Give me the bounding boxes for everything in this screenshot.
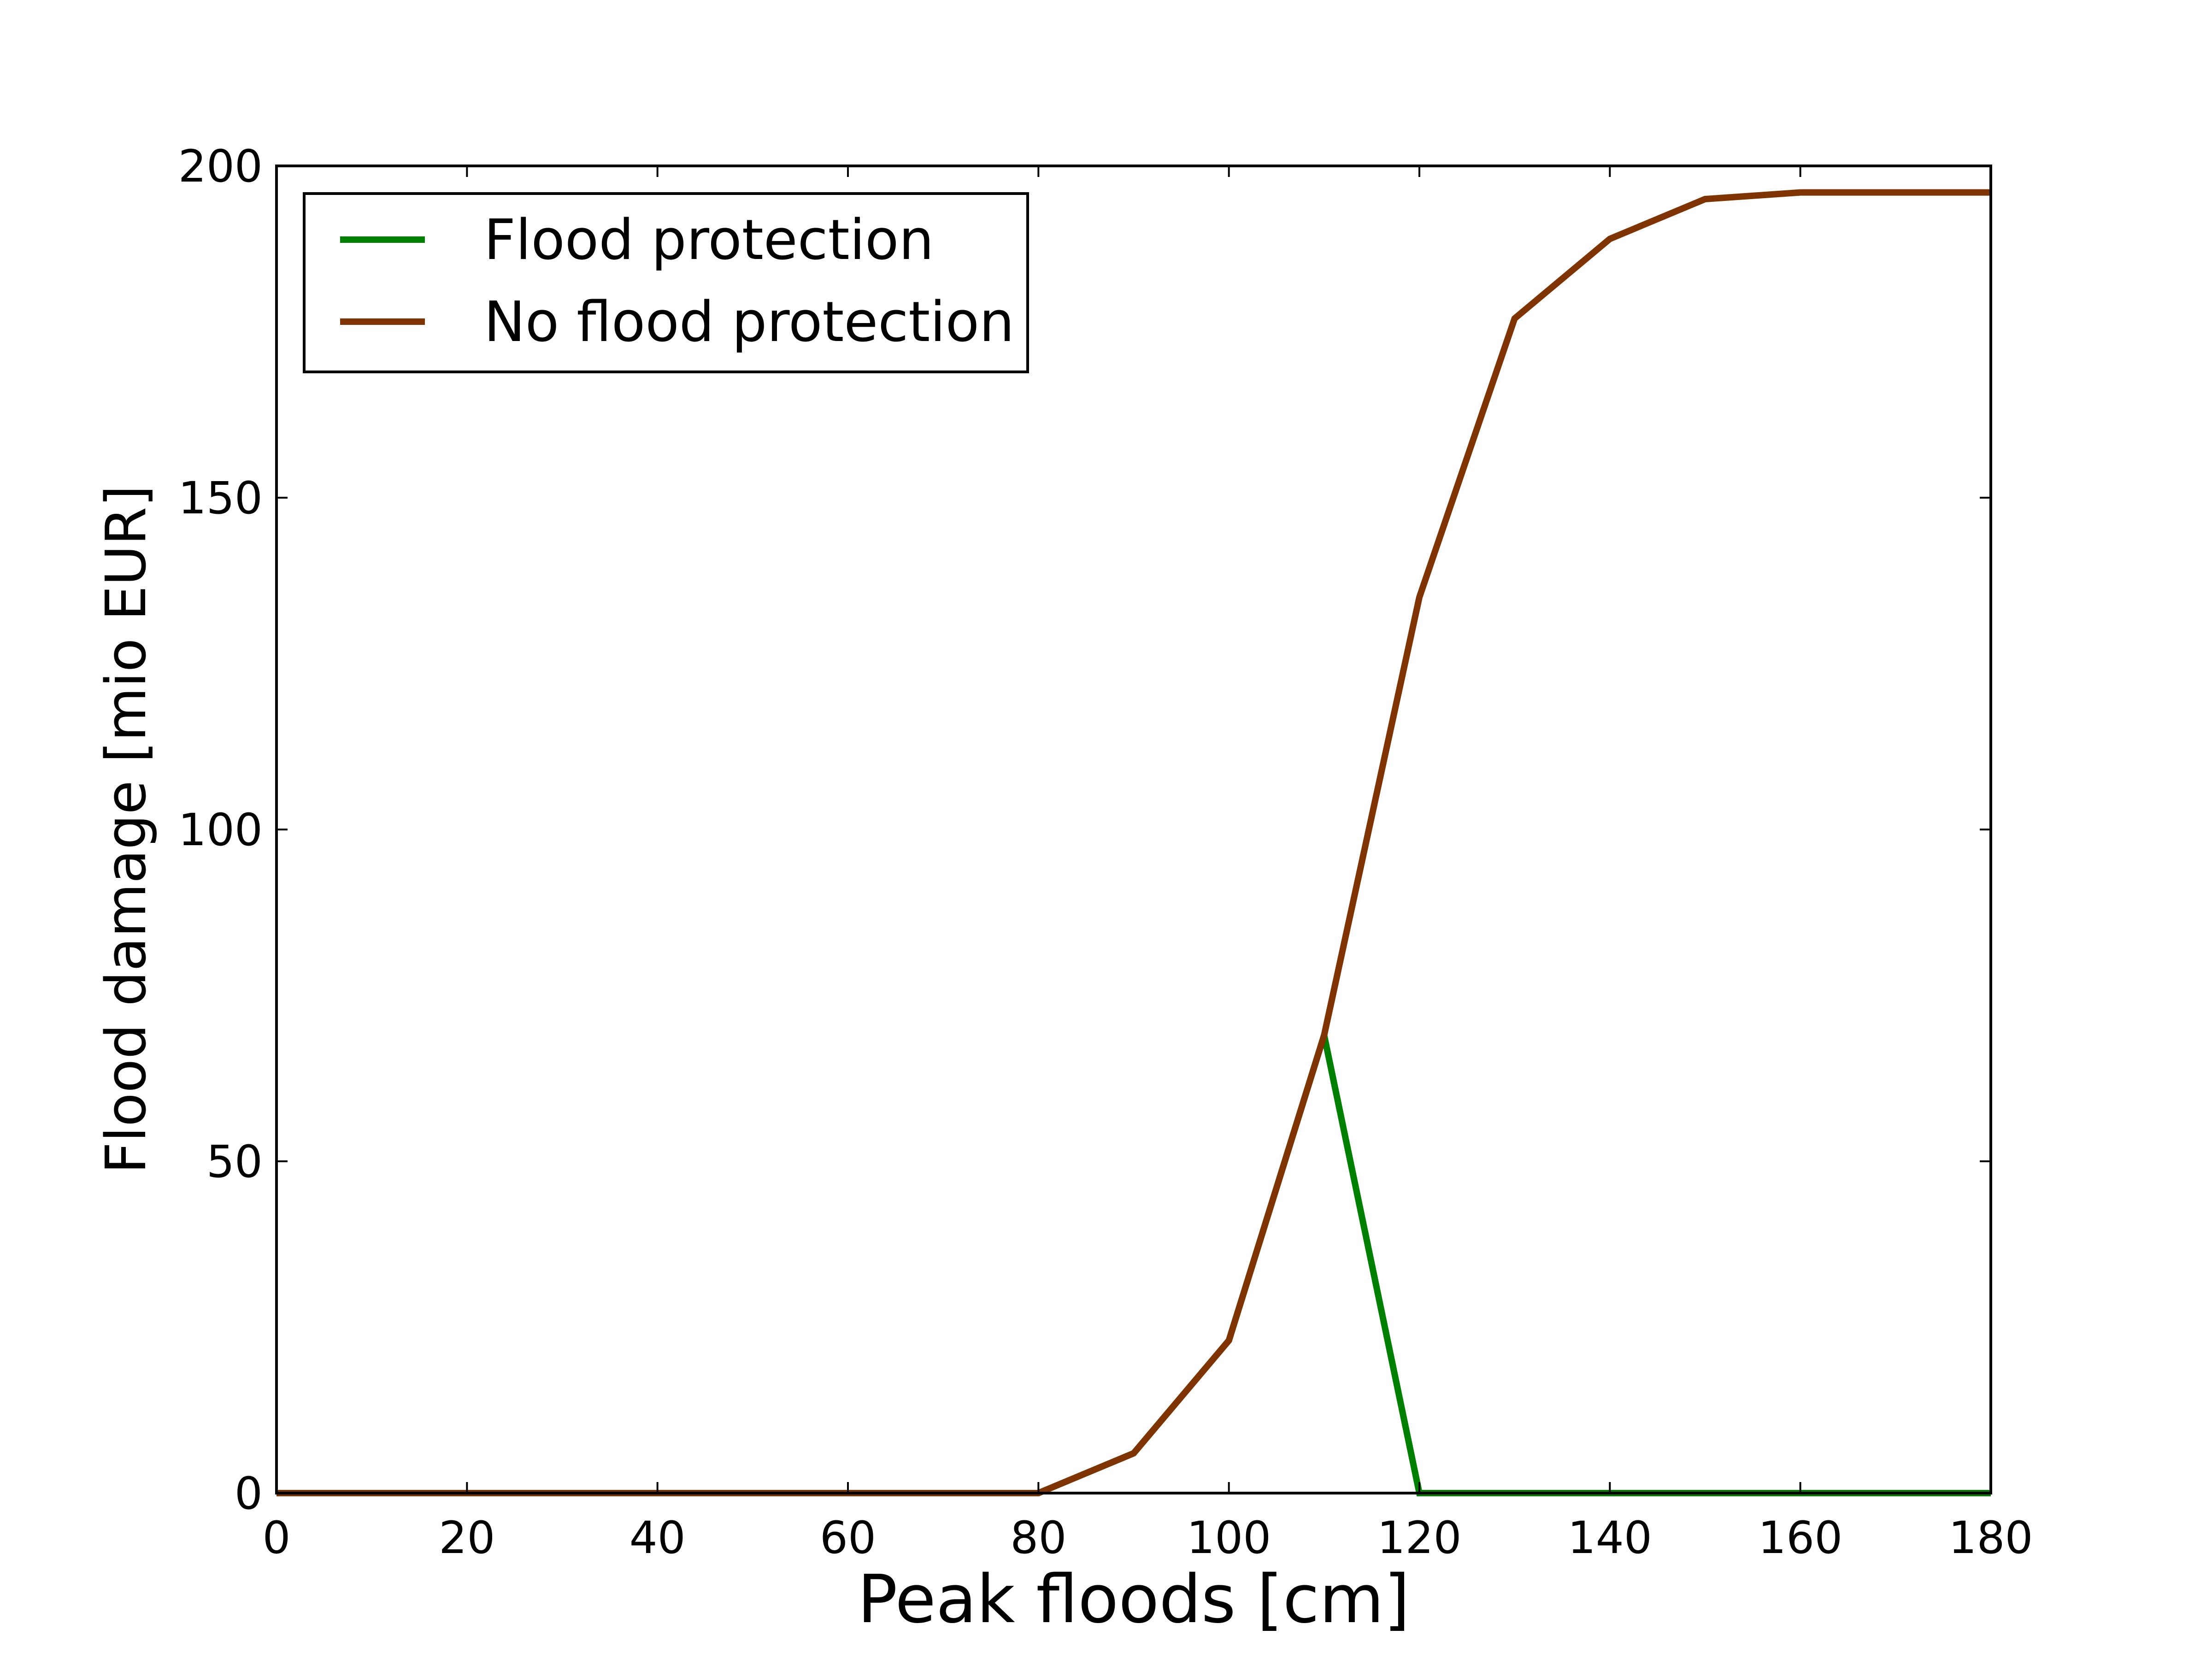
- y-tick-label: 200: [178, 141, 263, 192]
- x-tick-label: 120: [1377, 1512, 1461, 1564]
- x-tick-label: 0: [262, 1512, 290, 1564]
- x-tick-label: 160: [1758, 1512, 1842, 1564]
- x-tick-label: 60: [820, 1512, 876, 1564]
- y-tick-label: 150: [178, 472, 263, 524]
- x-tick-label: 100: [1187, 1512, 1271, 1564]
- x-axis-label: Peak floods [cm]: [858, 1560, 1410, 1638]
- legend-box: [303, 192, 1029, 373]
- x-tick-label: 180: [1948, 1512, 2033, 1564]
- y-tick-label: 100: [178, 804, 263, 856]
- x-tick-label: 40: [629, 1512, 686, 1564]
- x-tick-label: 80: [1010, 1512, 1066, 1564]
- y-tick-label: 0: [235, 1468, 263, 1519]
- x-tick-label: 20: [439, 1512, 495, 1564]
- y-axis: 0 50 100 150 200: [178, 141, 1991, 1519]
- legend-label: Flood protection: [484, 208, 934, 272]
- x-tick-label: 140: [1568, 1512, 1652, 1564]
- y-tick-label: 50: [206, 1136, 263, 1188]
- legend-label: No flood protection: [484, 290, 1014, 354]
- x-axis: 0 20 40 60 80 100 120 140 160 180: [262, 166, 2033, 1564]
- plot-area: [276, 166, 1991, 1493]
- y-axis-label: Flood damage [mio EUR]: [94, 485, 159, 1174]
- legend: Flood protection No flood protection: [303, 192, 1029, 373]
